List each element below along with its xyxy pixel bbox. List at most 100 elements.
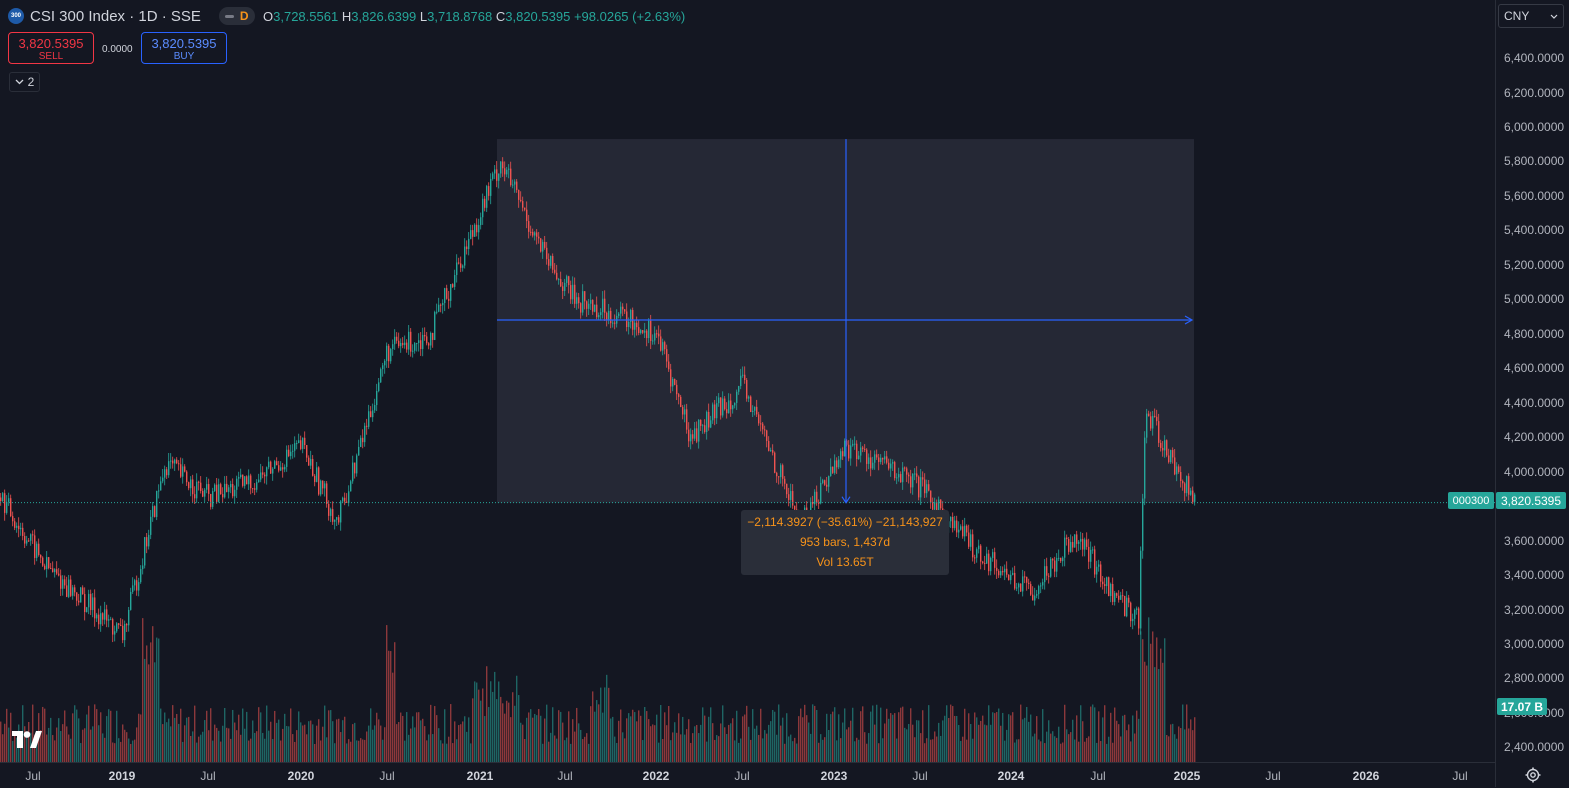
candle-body — [822, 480, 824, 483]
volume-bar — [744, 714, 746, 762]
volume-bar — [438, 728, 440, 762]
time-tick: Jul — [912, 769, 928, 783]
candle-body — [770, 450, 772, 452]
price-axis[interactable]: 6,400.0000 6,200.0000 6,000.0000 5,800.0000… — [1495, 0, 1569, 787]
volume-bar — [1122, 715, 1124, 762]
volume-bar — [402, 715, 404, 762]
candle-body — [1022, 576, 1024, 592]
candle-body — [498, 173, 500, 181]
volume-bar — [230, 738, 232, 762]
candle-body — [1042, 582, 1044, 586]
volume-bar — [154, 662, 156, 762]
candle-body — [44, 565, 46, 570]
candle-body — [1000, 571, 1002, 576]
candle-body — [642, 330, 644, 333]
candle-body — [1152, 415, 1154, 429]
candle-body — [1052, 558, 1054, 561]
volume-bar — [770, 721, 772, 762]
candle-body — [626, 311, 628, 328]
volume-bar — [382, 739, 384, 762]
buy-label: BUY — [173, 51, 195, 62]
volume-bar — [218, 730, 220, 762]
volume-bar — [362, 739, 364, 762]
candle-body — [182, 466, 184, 477]
sell-button[interactable]: 3,820.5395 SELL — [8, 32, 94, 64]
candle-body — [122, 625, 124, 641]
volume-bar — [570, 743, 572, 762]
currency-select[interactable]: CNY — [1498, 4, 1564, 28]
candle-body — [700, 419, 702, 426]
candle-body — [990, 557, 992, 572]
candle-body — [1002, 571, 1004, 573]
volume-bar — [650, 726, 652, 762]
candle-body — [1082, 538, 1084, 550]
volume-bar — [374, 725, 376, 762]
candle-body — [480, 217, 482, 226]
candle-body — [344, 497, 346, 502]
time-axis[interactable]: Jul 2019 Jul 2020 Jul 2021 Jul 2022 Jul 2023 Jul 20… — [0, 762, 1495, 788]
volume-bar — [256, 731, 258, 762]
candle-body — [912, 473, 914, 488]
candle-body — [790, 491, 792, 500]
volume-bar — [1138, 718, 1140, 762]
symbol-title[interactable]: CSI 300 Index · 1D · SSE — [30, 7, 201, 25]
volume-bar — [888, 718, 890, 762]
measure-bars: 953 bars, 1,437d — [799, 535, 891, 549]
candle-body — [108, 619, 110, 621]
volume-bar — [852, 707, 854, 762]
candle-body — [732, 405, 734, 410]
time-tick: Jul — [379, 769, 395, 783]
candle-body — [258, 479, 260, 483]
candle-body — [900, 474, 902, 483]
candle-body — [132, 585, 134, 592]
candle-body — [260, 472, 262, 480]
candle-body — [1060, 557, 1062, 562]
volume-bar — [418, 712, 420, 762]
candle-body — [882, 457, 884, 460]
candle-body — [568, 276, 570, 286]
candle-body — [1026, 576, 1028, 583]
volume-bar — [1188, 728, 1190, 762]
volume-bar — [482, 688, 484, 762]
volume-bar — [548, 741, 550, 762]
candle-body — [1030, 583, 1032, 595]
volume-bar — [164, 712, 166, 762]
candle-body — [976, 549, 978, 558]
candle-body — [106, 609, 108, 621]
candle-body — [360, 437, 362, 447]
candle-body — [1168, 455, 1170, 463]
candle-body — [1064, 537, 1066, 558]
candle-body — [134, 580, 136, 586]
symbol-logo-icon[interactable]: 300 — [8, 8, 24, 24]
volume-bar — [68, 734, 70, 762]
volume-bar — [1144, 661, 1146, 762]
volume-bar — [1134, 733, 1136, 762]
candle-body — [506, 169, 508, 175]
interval-toggle[interactable]: D — [218, 7, 255, 25]
candle-body — [592, 299, 594, 312]
candle-body — [914, 473, 916, 475]
volume-bar — [812, 704, 814, 762]
symbol-tag: 000300 — [1448, 492, 1494, 509]
candle-body — [1080, 538, 1082, 542]
candle-body — [748, 396, 750, 399]
candle-body — [198, 481, 200, 483]
volume-bar — [1114, 707, 1116, 762]
candle-body — [136, 580, 138, 591]
volume-bar — [1126, 730, 1128, 762]
volume-bar — [614, 736, 616, 762]
volume-bar — [10, 712, 12, 762]
buy-button[interactable]: 3,820.5395 BUY — [141, 32, 227, 64]
candle-body — [710, 420, 712, 428]
volume-bar — [206, 710, 208, 762]
candle-body — [728, 400, 730, 414]
settings-gear-icon[interactable] — [1525, 767, 1541, 788]
volume-bar — [378, 719, 380, 762]
tradingview-logo-icon[interactable] — [12, 731, 42, 753]
candle-body — [404, 342, 406, 346]
price-chart[interactable] — [0, 0, 1495, 762]
volume-bar — [456, 739, 458, 762]
candle-body — [32, 534, 34, 536]
volume-bar — [56, 727, 58, 762]
indicators-toggle-button[interactable]: 2 — [9, 72, 40, 92]
